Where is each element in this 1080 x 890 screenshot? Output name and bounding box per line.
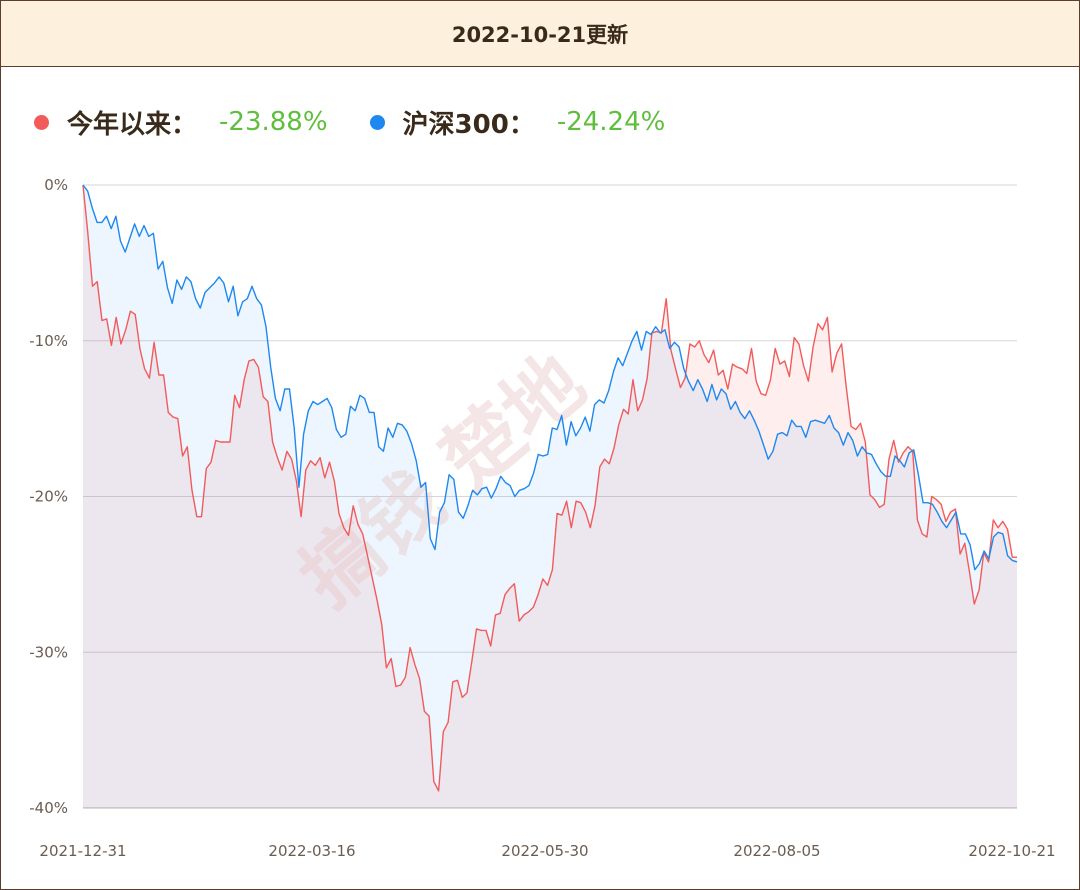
x-tick-label: 2021-12-31	[39, 842, 126, 860]
legend: 今年以来： -23.88% 沪深300： -24.24%	[34, 102, 707, 142]
update-header: 2022-10-21更新	[1, 1, 1079, 67]
y-tick-label: 0%	[44, 176, 68, 194]
series-lines	[82, 184, 1018, 792]
y-tick-label: -30%	[29, 643, 68, 661]
legend-value-hs300: -24.24%	[556, 107, 666, 137]
y-axis-ticks: 0% -10% -20% -30% -40%	[29, 176, 68, 817]
legend-label-hs300: 沪深300：	[402, 109, 535, 140]
x-tick-label: 2022-10-21	[968, 842, 1055, 860]
legend-dot-hs300	[369, 114, 385, 130]
series-line-0	[82, 184, 1017, 792]
x-tick-label: 2022-03-16	[268, 842, 355, 860]
legend-item-portfolio[interactable]: 今年以来： -23.88%	[34, 104, 328, 141]
x-tick-label: 2022-08-05	[733, 842, 820, 860]
series-areas	[83, 185, 1017, 808]
x-tick-label: 2022-05-30	[501, 842, 588, 860]
y-tick-label: -20%	[29, 488, 68, 506]
legend-dot-portfolio	[34, 114, 49, 130]
series-area-1	[83, 185, 1017, 808]
legend-label-portfolio: 今年以来：	[67, 109, 198, 140]
legend-item-hs300[interactable]: 沪深300： -24.24%	[369, 104, 666, 141]
series-area-0	[83, 185, 1017, 808]
y-tick-label: -10%	[29, 332, 68, 350]
series-line-1	[82, 184, 1018, 571]
x-axis-ticks: 2021-12-31 2022-03-16 2022-05-30 2022-08-05…	[39, 842, 1055, 860]
grid-lines	[83, 184, 1017, 809]
legend-value-portfolio: -23.88%	[219, 107, 328, 137]
y-tick-label: -40%	[29, 799, 68, 817]
